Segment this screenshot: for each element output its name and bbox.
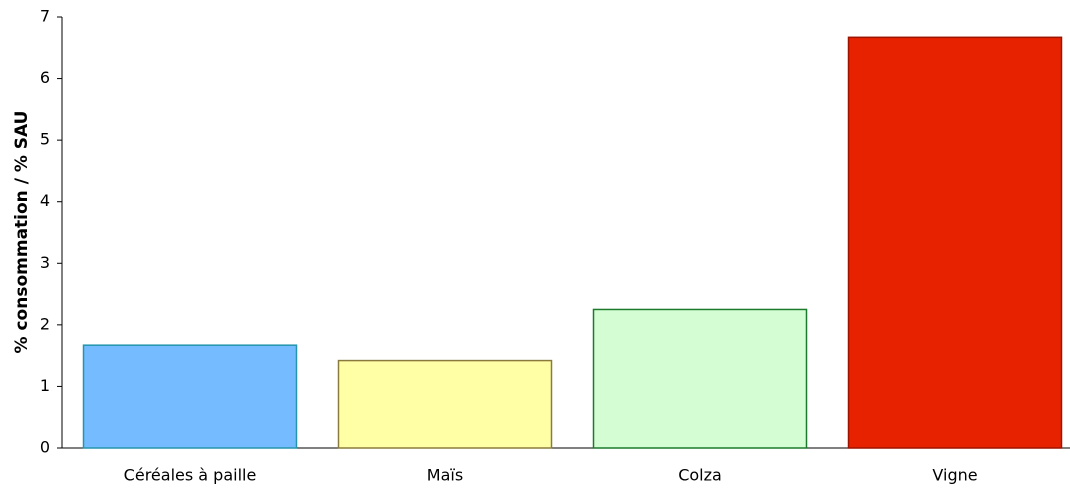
y-tick-label: 7 — [40, 7, 50, 26]
bar — [847, 36, 1063, 449]
y-tick-label: 6 — [40, 68, 50, 87]
y-tick-label: 3 — [40, 253, 50, 272]
y-tick-label: 0 — [40, 438, 50, 457]
y-tick-label: 4 — [40, 191, 50, 210]
x-tick-label: Céréales à paille — [124, 466, 257, 485]
x-tick-label: Vigne — [932, 466, 977, 485]
y-tick-label: 5 — [40, 130, 50, 149]
y-tick-label: 2 — [40, 314, 50, 333]
y-tick-label: 1 — [40, 376, 50, 395]
bar — [337, 359, 553, 449]
x-tick-label: Colza — [678, 466, 722, 485]
bar — [592, 308, 808, 449]
y-axis-label: % consommation / % SAU — [12, 111, 32, 354]
x-tick-label: Maïs — [427, 466, 463, 485]
bar — [82, 344, 298, 449]
